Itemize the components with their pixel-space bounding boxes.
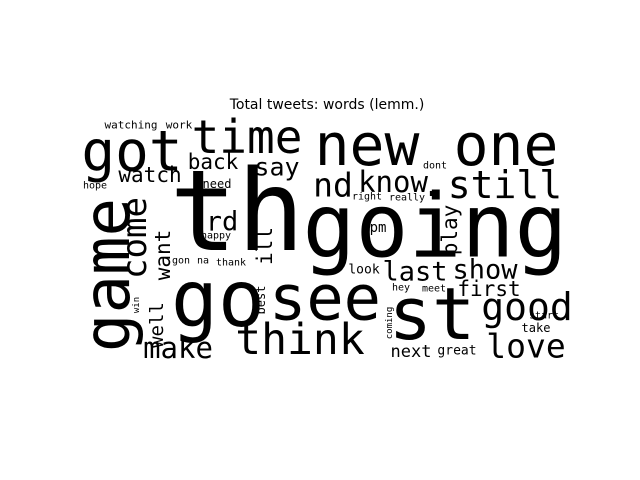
word: nd [313, 166, 353, 205]
word: watch [118, 163, 181, 187]
word: come [115, 197, 155, 279]
word: win [132, 297, 142, 313]
word: look [348, 263, 379, 278]
word: say [254, 153, 299, 182]
word: thank [216, 258, 246, 269]
word: dont [423, 161, 447, 172]
word: game [71, 198, 145, 352]
word: go [171, 255, 265, 345]
word: time [192, 110, 303, 164]
word: work [166, 119, 193, 132]
word: great [437, 344, 476, 359]
word: . [422, 165, 442, 205]
word: na [197, 256, 209, 267]
word: well [146, 302, 168, 348]
word: meet [422, 284, 446, 295]
word: hey [392, 283, 410, 294]
word: coming [385, 307, 395, 340]
word: first [457, 277, 520, 301]
word: want [151, 230, 175, 281]
word: start [529, 311, 559, 322]
word: think [235, 315, 365, 365]
word: good [481, 285, 573, 329]
word: new [315, 111, 420, 179]
word: see [269, 262, 381, 335]
word: gon [172, 256, 190, 267]
word: going [303, 175, 568, 278]
word: rd [206, 207, 239, 238]
word: show [452, 255, 518, 286]
word: best [254, 286, 268, 315]
word: make [143, 331, 213, 365]
chart-title: Total tweets: words (lemm.) [229, 97, 425, 113]
word: back [188, 150, 239, 174]
word: one [454, 111, 559, 179]
word: take [522, 321, 551, 335]
word: still [448, 163, 562, 207]
word: watching [105, 119, 158, 132]
word: got [81, 120, 182, 185]
word: pm [370, 220, 387, 236]
word: next [391, 342, 432, 362]
word: really [389, 193, 425, 204]
word: know [358, 165, 428, 199]
word: th [170, 147, 305, 277]
word: last [382, 257, 447, 288]
word: happy [201, 231, 231, 242]
word: need [203, 177, 232, 191]
word: play [438, 205, 462, 256]
word: hope [83, 181, 107, 192]
word: st [389, 272, 476, 356]
word: love [486, 327, 565, 366]
word: ill [253, 227, 277, 265]
word: right [352, 192, 382, 203]
